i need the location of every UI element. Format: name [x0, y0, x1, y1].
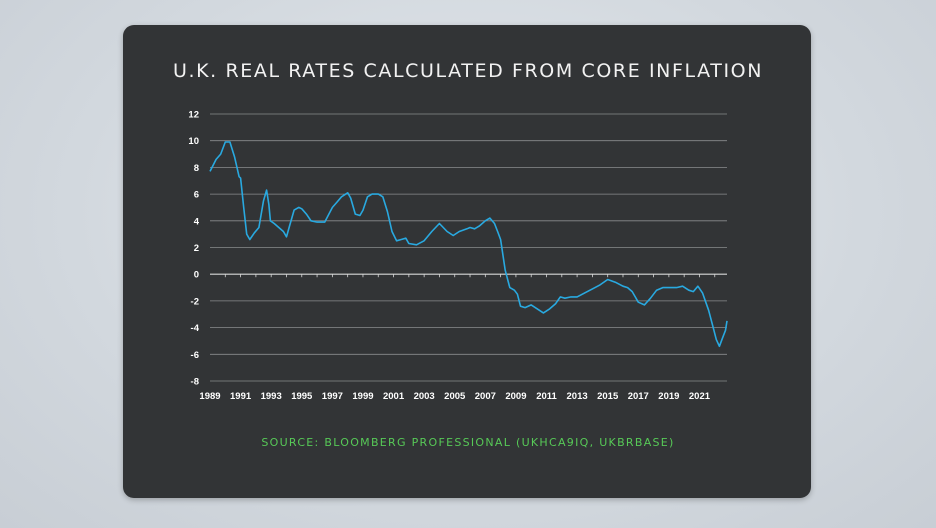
chart-source: SOURCE: BLOOMBERG PROFESSIONAL (UKHCA9IQ…	[261, 436, 675, 449]
y-tick-label: 12	[188, 110, 199, 121]
x-tick-label: 2019	[658, 391, 679, 402]
x-tick-label: 2001	[383, 391, 405, 402]
x-tick-label: 1991	[230, 391, 252, 402]
y-tick-label: 6	[194, 190, 199, 201]
x-tick-label: 2005	[444, 391, 466, 402]
x-tick-label: 2013	[567, 391, 588, 402]
x-tick-label: 1999	[352, 391, 373, 402]
y-tick-label: -6	[191, 350, 199, 361]
y-tick-label: 2	[194, 243, 199, 254]
x-tick-label: 2007	[475, 391, 496, 402]
x-tick-label: 1989	[199, 391, 220, 402]
x-tick-label: 1993	[261, 391, 282, 402]
x-tick-label: 2017	[628, 391, 649, 402]
y-tick-label: 0	[194, 270, 199, 281]
series-line-0	[209, 141, 728, 348]
chart-card	[123, 25, 811, 498]
y-tick-label: 10	[188, 136, 199, 147]
x-tick-label: 2011	[536, 391, 557, 402]
x-tick-label: 2003	[414, 391, 435, 402]
x-tick-label: 1995	[291, 391, 313, 402]
y-tick-label: -4	[191, 323, 200, 334]
x-tick-label: 2009	[505, 391, 526, 402]
x-tick-label: 2021	[689, 391, 711, 402]
y-tick-label: 8	[194, 163, 199, 174]
x-tick-label: 2015	[597, 391, 619, 402]
x-tick-label: 1997	[322, 391, 343, 402]
y-tick-label: 4	[194, 216, 200, 227]
y-tick-label: -2	[191, 296, 199, 307]
chart-title: U.K. REAL RATES CALCULATED FROM CORE INF…	[172, 60, 764, 82]
y-tick-label: -8	[191, 377, 199, 388]
